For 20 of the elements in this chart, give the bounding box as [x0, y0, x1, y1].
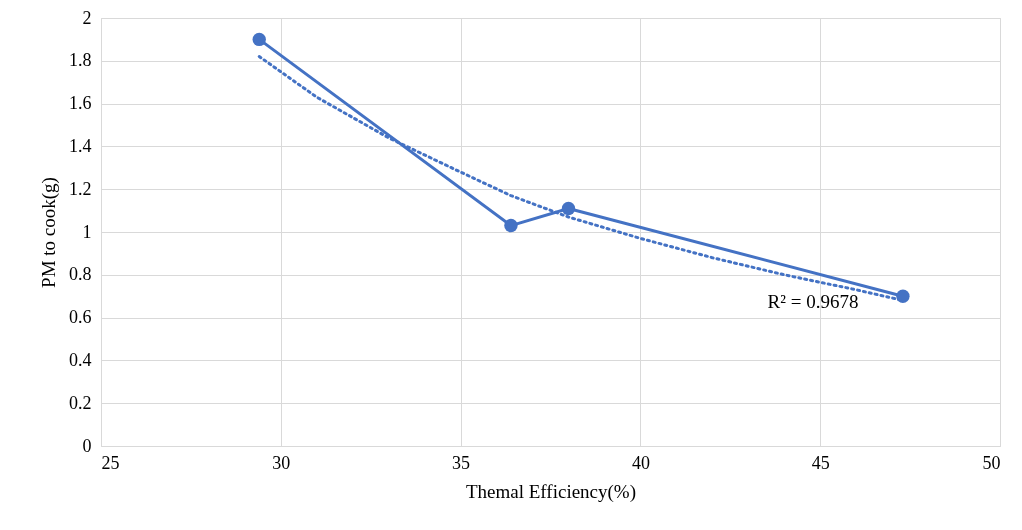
- x-tick-label: 30: [272, 452, 291, 473]
- x-tick-label: 50: [982, 452, 1001, 473]
- y-tick-label: 0.4: [69, 349, 92, 370]
- y-tick-label: 1.6: [69, 93, 92, 114]
- x-tick-label: 35: [452, 452, 471, 473]
- y-tick-label: 0.2: [69, 392, 92, 413]
- x-axis-title: Themal Efficiency(%): [465, 480, 637, 503]
- y-tick-label: 0: [82, 435, 92, 456]
- y-axis-title: PM to cook(g): [38, 177, 60, 288]
- y-tick-label: 1.2: [69, 178, 92, 199]
- x-tick-label: 40: [631, 452, 650, 473]
- x-tick-label: 25: [101, 452, 120, 473]
- y-tick-label: 1: [82, 221, 92, 242]
- y-tick-label: 0.6: [69, 307, 92, 328]
- y-tick-label: 2: [82, 7, 92, 28]
- annotation: R² = 0.9678: [767, 291, 859, 312]
- y-tick-label: 0.8: [69, 264, 92, 285]
- y-tick-label: 1.8: [69, 50, 92, 71]
- y-tick-label: 1.4: [69, 135, 92, 156]
- x-tick-label: 45: [811, 452, 830, 473]
